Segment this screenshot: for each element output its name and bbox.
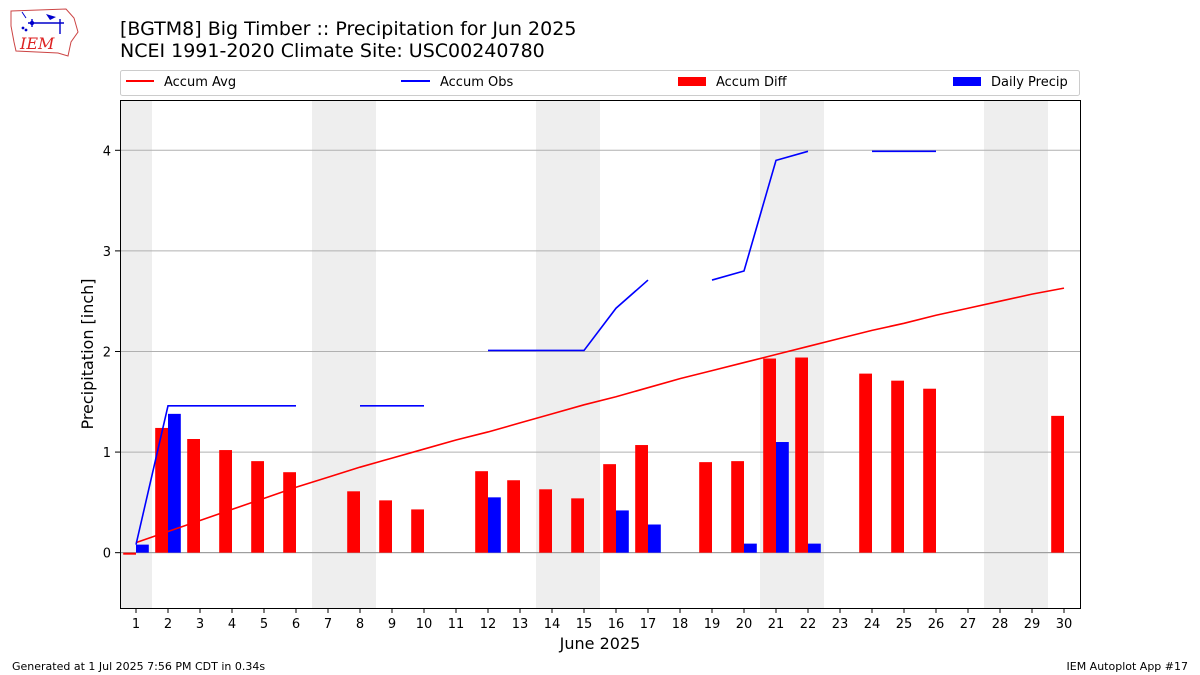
x-tick-label-4: 4: [228, 617, 236, 632]
diff-bar-day-15: [571, 498, 584, 553]
diff-bar-day-16: [603, 464, 616, 553]
diff-bar-day-30: [1051, 415, 1064, 553]
diff-bar-day-8: [347, 491, 360, 553]
iem-logo: IEM: [10, 8, 79, 57]
accum-obs-line-segment-0: [135, 405, 296, 545]
diff-bar-day-20: [731, 461, 744, 553]
legend-label-daily-precip: Daily Precip: [991, 75, 1068, 90]
diff-bar-day-25: [891, 380, 904, 553]
x-axis-label: June 2025: [559, 634, 641, 653]
diff-bar-day-24: [859, 373, 872, 553]
x-tick-label-17: 17: [640, 617, 657, 632]
daily-bar-day-1: [136, 544, 149, 553]
chart-subtitle: NCEI 1991-2020 Climate Site: USC00240780: [120, 40, 545, 62]
legend-box: [120, 70, 1080, 96]
diff-bar-day-2: [155, 427, 168, 553]
x-tick-label-29: 29: [1024, 617, 1041, 632]
x-tick-label-15: 15: [576, 617, 593, 632]
bars: [123, 357, 1064, 555]
daily-bar-day-16: [616, 510, 629, 553]
chart-title: [BGTM8] Big Timber :: Precipitation for …: [120, 18, 577, 40]
logo-text: IEM: [19, 34, 55, 53]
legend-label-accum-diff: Accum Diff: [716, 75, 788, 90]
x-tick-label-8: 8: [356, 617, 364, 632]
accum-avg-line-segment-0: [135, 287, 1065, 544]
daily-bar-day-17: [648, 524, 661, 553]
daily-bar-day-21: [776, 442, 789, 553]
weekend-shade-4: [984, 100, 1048, 608]
gridlines: [120, 149, 1080, 554]
diff-bar-day-14: [539, 489, 552, 553]
weekend-shading: [120, 100, 1048, 608]
x-tick-label-21: 21: [768, 617, 785, 632]
x-tick-label-24: 24: [864, 617, 881, 632]
diff-bar-day-21: [763, 358, 776, 553]
daily-bar-day-22: [808, 543, 821, 553]
legend-label-accum-avg: Accum Avg: [164, 75, 236, 90]
y-tick-label-1: 1: [103, 446, 111, 461]
legend: Accum Avg Accum Obs Accum Diff Daily Pre…: [120, 70, 1080, 96]
x-tick-label-20: 20: [736, 617, 753, 632]
accum-obs-line-segment-3: [711, 150, 809, 281]
weekend-shade-0: [120, 100, 152, 608]
x-tick-label-3: 3: [196, 617, 204, 632]
x-tick-label-1: 1: [132, 617, 140, 632]
x-tick-label-25: 25: [896, 617, 913, 632]
x-tick-label-19: 19: [704, 617, 721, 632]
accum-obs-line-segment-2: [488, 279, 649, 352]
diff-bar-day-13: [507, 480, 520, 553]
diff-bar-day-9: [379, 500, 392, 553]
x-tick-label-13: 13: [512, 617, 529, 632]
x-tick-label-26: 26: [928, 617, 945, 632]
diff-bar-day-19: [699, 462, 712, 553]
daily-bar-day-2: [168, 413, 181, 553]
legend-swatch-daily-precip: [953, 77, 981, 86]
x-tick-label-16: 16: [608, 617, 625, 632]
diff-bar-day-5: [251, 461, 264, 553]
x-tick-label-12: 12: [480, 617, 497, 632]
y-tick-label-2: 2: [103, 345, 111, 360]
daily-bar-day-20: [744, 543, 757, 553]
x-tick-label-18: 18: [672, 617, 689, 632]
x-tick-label-22: 22: [800, 617, 817, 632]
x-tick-label-23: 23: [832, 617, 849, 632]
x-tick-label-6: 6: [292, 617, 300, 632]
diff-bar-day-6: [283, 472, 296, 553]
daily-bar-day-12: [488, 497, 501, 553]
x-tick-label-14: 14: [544, 617, 561, 632]
footer-generated: Generated at 1 Jul 2025 7:56 PM CDT in 0…: [12, 660, 266, 673]
diff-bar-day-22: [795, 357, 808, 553]
y-tick-label-0: 0: [103, 547, 111, 562]
x-tick-label-2: 2: [164, 617, 172, 632]
diff-bar-day-3: [187, 439, 200, 553]
y-tick-label-4: 4: [103, 144, 111, 159]
diff-bar-day-4: [219, 450, 232, 553]
diff-bar-day-17: [635, 445, 648, 553]
y-tick-label-3: 3: [103, 245, 111, 260]
x-tick-label-28: 28: [992, 617, 1009, 632]
x-tick-label-11: 11: [448, 617, 465, 632]
x-tick-label-9: 9: [388, 617, 396, 632]
diff-bar-day-12: [475, 471, 488, 553]
diff-bar-day-10: [411, 509, 424, 553]
x-tick-label-7: 7: [324, 617, 332, 632]
diff-bar-day-26: [923, 388, 936, 553]
footer-app: IEM Autoplot App #17: [1066, 660, 1189, 673]
diff-bar-day-1: [123, 552, 136, 555]
x-tick-label-5: 5: [260, 617, 268, 632]
x-tick-label-10: 10: [416, 617, 433, 632]
x-tick-label-27: 27: [960, 617, 977, 632]
x-tick-label-30: 30: [1056, 617, 1073, 632]
lines: [135, 150, 1065, 545]
weekend-shade-1: [312, 100, 376, 608]
plot-frame: [120, 100, 1081, 609]
legend-label-accum-obs: Accum Obs: [440, 75, 513, 90]
y-axis-label: Precipitation [inch]: [78, 278, 97, 429]
legend-swatch-accum-diff: [678, 77, 706, 86]
